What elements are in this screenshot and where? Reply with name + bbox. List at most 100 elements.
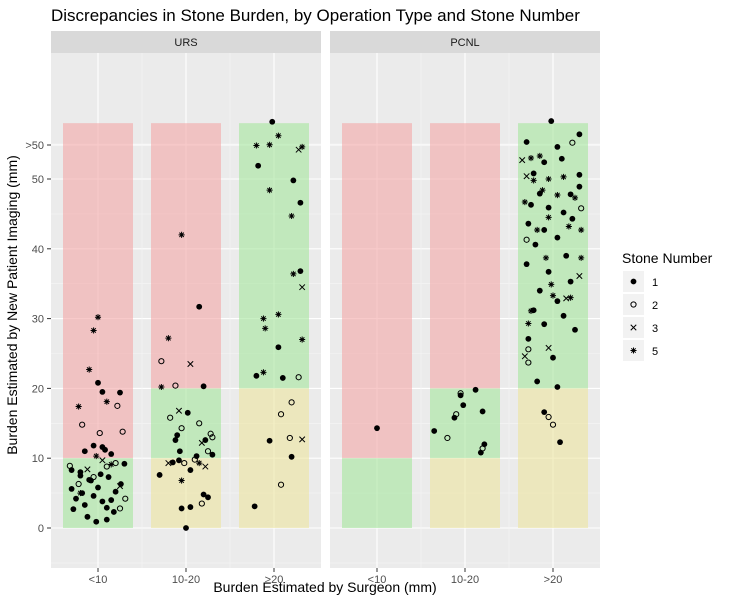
data-point [122, 495, 129, 502]
point-layer [66, 118, 306, 531]
data-point [536, 287, 543, 294]
data-point [121, 460, 128, 467]
data-point [541, 227, 548, 233]
zone-yellow [239, 388, 309, 528]
data-point [532, 241, 539, 248]
data-point [176, 448, 183, 455]
data-point [560, 312, 567, 319]
data-point [198, 439, 205, 446]
data-point [560, 209, 567, 216]
data-point [266, 437, 273, 444]
data-point [260, 369, 267, 376]
zone-green [430, 388, 500, 459]
data-point [299, 284, 306, 291]
data-point [99, 388, 106, 395]
legend-label: 5 [652, 346, 658, 358]
data-point [209, 451, 216, 458]
data-point [93, 453, 100, 460]
data-point [554, 234, 561, 241]
x-tick-label: >20 [544, 574, 563, 586]
data-point [204, 448, 212, 455]
data-point [548, 118, 555, 124]
point-layer [374, 118, 585, 456]
data-point [545, 413, 552, 421]
data-point [167, 414, 174, 421]
data-point [99, 498, 106, 505]
data-point [260, 315, 267, 322]
zone-red [151, 123, 221, 389]
data-point [277, 411, 285, 418]
data-point [572, 326, 578, 333]
data-point [178, 477, 185, 484]
data-point [70, 506, 77, 513]
data-point [548, 281, 555, 288]
zone-green [63, 458, 133, 528]
data-point [525, 335, 532, 342]
legend-title: Stone Number [622, 250, 713, 266]
data-point [266, 141, 273, 148]
data-point [534, 378, 541, 385]
data-point [554, 298, 561, 305]
data-point [108, 461, 115, 468]
data-point [479, 408, 486, 415]
zone-green [518, 123, 588, 389]
data-point [541, 409, 548, 416]
panel-strip [51, 31, 321, 53]
zone-red [430, 123, 500, 389]
data-point [117, 481, 124, 487]
data-point [290, 270, 297, 277]
data-point [541, 321, 548, 328]
data-point [90, 327, 97, 334]
data-point [534, 226, 541, 233]
data-point [110, 509, 117, 515]
data-point [156, 472, 163, 478]
data-point [527, 155, 535, 162]
data-point [187, 504, 194, 510]
data-point [558, 155, 565, 162]
data-point [545, 268, 552, 275]
data-point [549, 292, 557, 299]
x-axis-title: Burden Estimated by Surgeon (mm) [213, 579, 436, 595]
zone-green [342, 458, 412, 528]
data-point [523, 261, 530, 268]
data-point [81, 448, 88, 455]
data-point [200, 383, 207, 390]
data-point [457, 392, 464, 399]
data-point [286, 434, 293, 442]
data-point [576, 131, 583, 138]
data-point [451, 414, 458, 421]
data-point [554, 384, 561, 390]
zone-green [151, 388, 221, 459]
data-point [525, 320, 532, 327]
data-point [158, 383, 165, 391]
data-point [576, 171, 583, 178]
data-point [202, 437, 209, 443]
panel-urs: URS [51, 31, 321, 568]
legend-item: 3 [623, 317, 658, 338]
data-point [97, 471, 104, 478]
data-point [178, 231, 185, 238]
data-point [119, 428, 126, 435]
x-tick-label: 10-20 [451, 574, 479, 586]
data-point [563, 252, 570, 259]
legend-item: 5 [623, 340, 658, 361]
data-point [521, 353, 528, 360]
data-point [117, 389, 123, 396]
data-point [530, 170, 537, 177]
zone-green [239, 123, 309, 389]
data-point [108, 451, 115, 457]
data-point [105, 474, 112, 480]
data-point [288, 399, 295, 406]
data-point [479, 445, 486, 452]
data-point [523, 173, 530, 180]
data-point [545, 214, 552, 221]
data-point [187, 360, 194, 368]
data-point [178, 425, 185, 432]
data-point [172, 382, 179, 389]
data-point [545, 344, 552, 352]
panel-strip-label: PCNL [450, 37, 479, 49]
x-axis: <10 10-20 >20 <10 10-20 >20 [89, 568, 563, 586]
zone-red [63, 123, 133, 459]
data-point [554, 143, 561, 150]
